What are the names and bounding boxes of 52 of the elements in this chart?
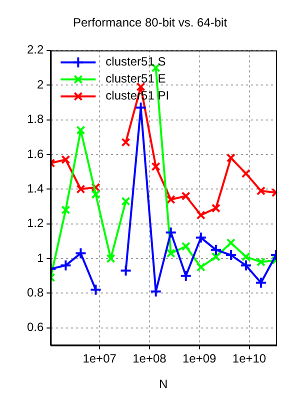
point — [196, 210, 206, 220]
point — [240, 259, 252, 272]
point — [151, 162, 160, 172]
point — [166, 248, 176, 258]
legend-label: cluster51 E — [106, 72, 166, 86]
point — [61, 155, 70, 164]
point — [211, 252, 220, 262]
point — [166, 195, 176, 204]
point — [76, 126, 86, 135]
point — [256, 257, 266, 266]
x-axis-title: N — [159, 377, 168, 392]
x-tick-label: 1e+09 — [182, 352, 217, 366]
point — [76, 184, 86, 194]
point — [181, 192, 190, 201]
y-tick-label: 1.8 — [26, 112, 44, 126]
point — [90, 284, 102, 296]
y-tick-label: 2.2 — [26, 42, 44, 57]
point — [91, 190, 100, 199]
point — [256, 186, 266, 196]
y-tick-label: 1 — [36, 250, 44, 265]
point — [226, 238, 236, 248]
point — [60, 259, 72, 272]
x-tick-label: 1e+10 — [232, 352, 266, 366]
x-tick-label: 1e+07 — [82, 352, 117, 366]
y-tick-label: 1.4 — [26, 181, 44, 196]
point — [254, 276, 267, 289]
point — [120, 264, 132, 277]
y-tick-label: 0.8 — [26, 285, 44, 300]
y-tick-label: 0.6 — [26, 320, 44, 334]
point — [61, 205, 70, 214]
point — [224, 249, 237, 262]
point — [211, 204, 220, 213]
point — [180, 270, 192, 282]
point — [196, 262, 206, 272]
chart-title: Performance 80-bit vs. 64-bit — [72, 16, 228, 30]
point — [210, 244, 222, 256]
point — [181, 242, 190, 251]
point — [106, 254, 116, 264]
point — [121, 196, 130, 206]
y-tick-label: 2 — [36, 77, 44, 92]
point — [226, 153, 236, 162]
point — [241, 252, 250, 262]
x-tick-label: 1e+08 — [132, 352, 167, 366]
point — [241, 168, 250, 178]
point — [164, 226, 177, 238]
point — [121, 138, 130, 147]
y-tick-label: 1.6 — [26, 146, 44, 161]
point — [91, 182, 100, 192]
point — [194, 232, 207, 244]
y-tick-label: 1.2 — [26, 216, 44, 230]
legend-label: cluster51 S — [106, 54, 166, 69]
point — [74, 247, 87, 260]
